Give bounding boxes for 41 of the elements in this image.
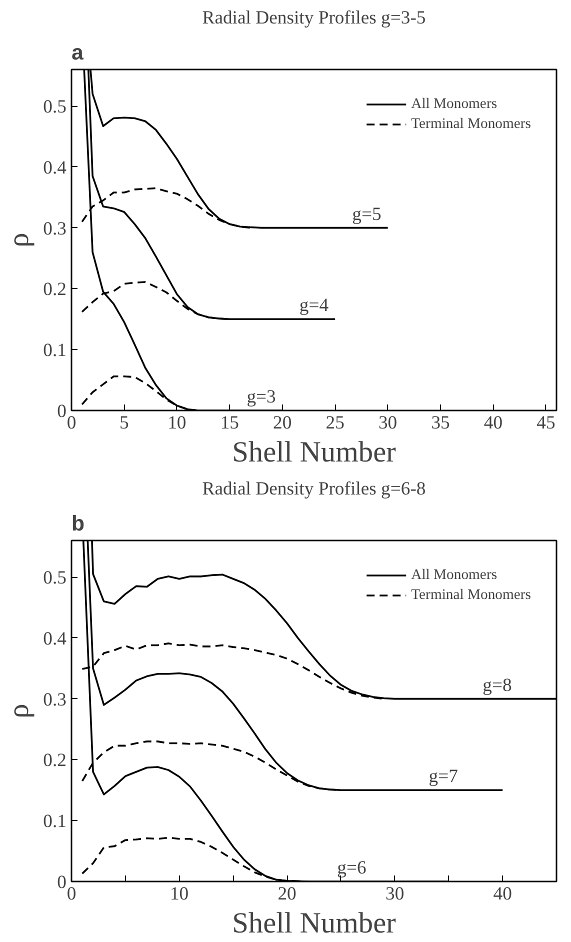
text: a <box>72 40 84 64</box>
chart-title: Radial Density Profiles g=3-5 <box>202 8 426 28</box>
y-tick-label: 0.2 <box>43 279 67 300</box>
x-tick-label: 20 <box>273 412 292 434</box>
x-tick-label: 30 <box>378 412 398 434</box>
y-tick-label: 0.2 <box>43 750 67 772</box>
x-tick-label: 45 <box>536 412 556 434</box>
y-axis-title: ρ <box>3 704 36 718</box>
chart-title: Radial Density Profiles g=6-8 <box>202 478 426 500</box>
y-tick-label: 0.4 <box>43 157 68 178</box>
annotation: g=5 <box>352 204 382 225</box>
y-tick-label: 0.1 <box>43 340 67 362</box>
x-tick-label: 40 <box>493 884 512 904</box>
x-tick-label: 15 <box>220 412 239 434</box>
legend-label: Terminal Monomers <box>411 116 531 132</box>
annotation: g=6 <box>337 858 366 878</box>
y-tick-label: 0.3 <box>43 218 67 240</box>
x-tick-label: 20 <box>278 884 296 904</box>
x-tick-label: 25 <box>326 412 344 434</box>
y-tick-label: 0.5 <box>43 568 67 589</box>
legend-label: All Monomers <box>411 96 498 112</box>
annotation: g=3 <box>246 386 276 408</box>
annotation: g=8 <box>482 674 512 696</box>
x-tick-label: 10 <box>168 412 186 434</box>
y-tick-label: 0.3 <box>43 689 67 710</box>
x-axis-title: Shell Number <box>232 436 396 468</box>
x-tick-label: 35 <box>431 412 450 434</box>
y-tick-label: 0.5 <box>43 96 67 118</box>
x-tick-label: 40 <box>484 412 503 434</box>
x-tick-label: 10 <box>170 884 189 904</box>
x-tick-label: 30 <box>386 884 404 904</box>
x-tick-label: 5 <box>120 412 129 434</box>
annotation: g=7 <box>428 766 458 788</box>
annotation: g=4 <box>299 295 330 316</box>
y-axis-title: ρ <box>3 232 36 248</box>
y-tick-label: 0.1 <box>43 811 67 832</box>
y-tick-label: 0.4 <box>43 628 68 650</box>
text: b <box>72 512 85 536</box>
legend-label: Terminal Monomers <box>411 586 531 604</box>
legend-label: All Monomers <box>411 566 498 584</box>
x-axis-title: Shell Number <box>232 908 396 940</box>
